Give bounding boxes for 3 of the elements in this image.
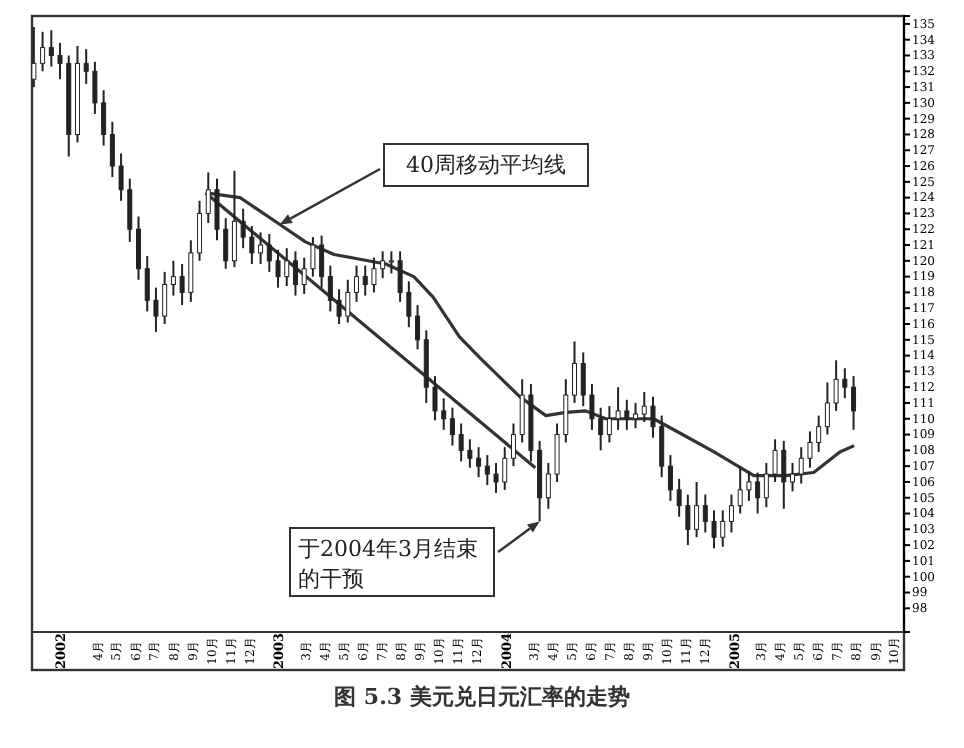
annotation: 40周移动平均线 xyxy=(406,152,566,178)
text: 图 5.3 美元兑日元汇率的走势 xyxy=(334,684,630,710)
annotation: 于2004年3月结束的干预 xyxy=(298,536,478,592)
